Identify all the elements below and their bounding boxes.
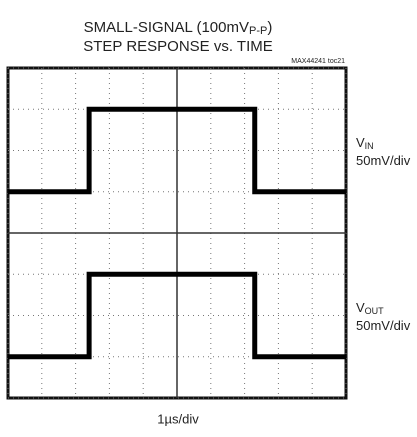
trace <box>8 106 346 195</box>
figure-code: MAX44241 toc21 <box>291 58 345 65</box>
trace-scale: 50mV/div <box>356 318 411 333</box>
label-sub: IN <box>365 141 374 151</box>
title-part: ) <box>267 19 272 36</box>
trace-label: VIN <box>356 135 374 151</box>
x-axis-label: 1µs/div <box>157 411 199 426</box>
trace-scale: 50mV/div <box>356 153 411 168</box>
chart-subtitle: STEP RESPONSE vs. TIME <box>83 38 273 55</box>
label-sub: OUT <box>365 306 385 316</box>
title-sub: P-P <box>249 25 267 37</box>
chart-title: SMALL-SIGNAL (100mVP-P) <box>84 19 273 37</box>
label-main: V <box>356 300 365 315</box>
title-part: SMALL-SIGNAL (100mV <box>84 19 249 36</box>
trace <box>8 271 346 360</box>
label-main: V <box>356 135 365 150</box>
trace-label: VOUT <box>356 300 384 316</box>
